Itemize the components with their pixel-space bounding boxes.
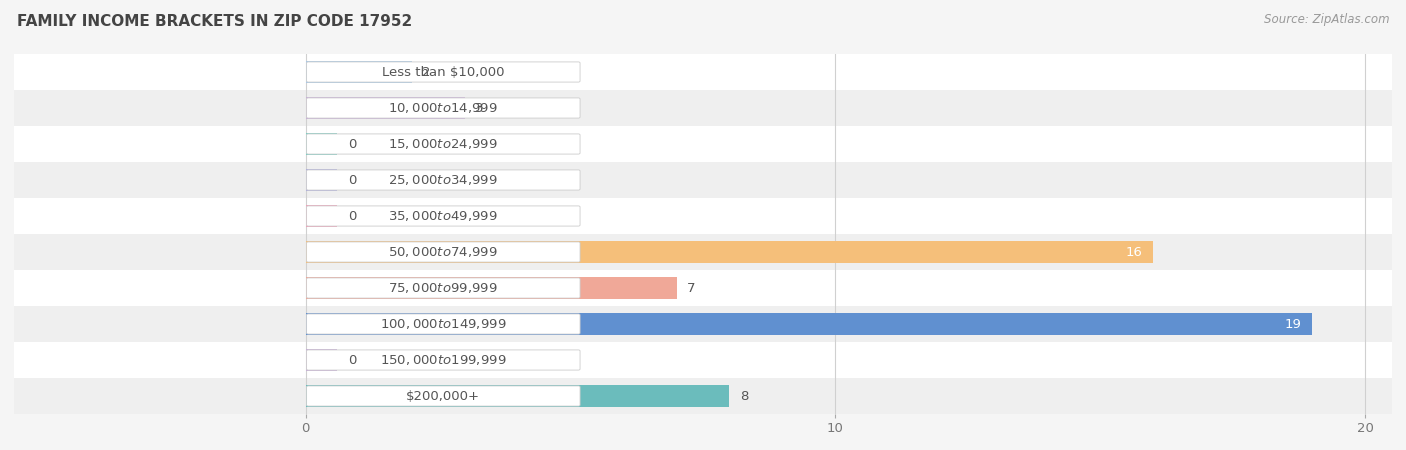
FancyBboxPatch shape [307,98,581,118]
Text: 7: 7 [688,282,696,294]
Text: $150,000 to $199,999: $150,000 to $199,999 [380,353,506,367]
Text: $35,000 to $49,999: $35,000 to $49,999 [388,209,498,223]
Text: 8: 8 [740,390,748,402]
Bar [14,306,1392,342]
Bar [14,378,1392,414]
FancyBboxPatch shape [307,314,581,334]
Text: 19: 19 [1285,318,1302,330]
Text: Source: ZipAtlas.com: Source: ZipAtlas.com [1264,14,1389,27]
Bar [305,169,337,191]
Text: 3: 3 [475,102,484,114]
Text: $200,000+: $200,000+ [406,390,481,402]
Bar [14,90,1392,126]
Bar [305,277,676,299]
Bar [305,97,464,119]
Bar [14,162,1392,198]
Text: 0: 0 [347,354,356,366]
Bar [305,349,337,371]
Bar [305,313,1312,335]
Text: $25,000 to $34,999: $25,000 to $34,999 [388,173,498,187]
FancyBboxPatch shape [307,350,581,370]
Text: 0: 0 [347,174,356,186]
FancyBboxPatch shape [307,386,581,406]
Text: 16: 16 [1126,246,1143,258]
FancyBboxPatch shape [307,278,581,298]
FancyBboxPatch shape [307,206,581,226]
Bar [305,205,337,227]
Text: $10,000 to $14,999: $10,000 to $14,999 [388,101,498,115]
Text: Less than $10,000: Less than $10,000 [382,66,505,78]
Text: $50,000 to $74,999: $50,000 to $74,999 [388,245,498,259]
Bar [14,126,1392,162]
FancyBboxPatch shape [307,242,581,262]
FancyBboxPatch shape [307,170,581,190]
Text: FAMILY INCOME BRACKETS IN ZIP CODE 17952: FAMILY INCOME BRACKETS IN ZIP CODE 17952 [17,14,412,28]
Bar [14,198,1392,234]
Text: 0: 0 [347,210,356,222]
FancyBboxPatch shape [307,134,581,154]
Text: $15,000 to $24,999: $15,000 to $24,999 [388,137,498,151]
Text: 2: 2 [422,66,430,78]
Bar [14,270,1392,306]
Bar [305,133,337,155]
Bar [305,241,1153,263]
Bar [305,61,412,83]
Bar [305,385,730,407]
Bar [14,342,1392,378]
FancyBboxPatch shape [307,62,581,82]
Bar [14,54,1392,90]
Text: $100,000 to $149,999: $100,000 to $149,999 [380,317,506,331]
Text: 0: 0 [347,138,356,150]
Text: $75,000 to $99,999: $75,000 to $99,999 [388,281,498,295]
Bar [14,234,1392,270]
